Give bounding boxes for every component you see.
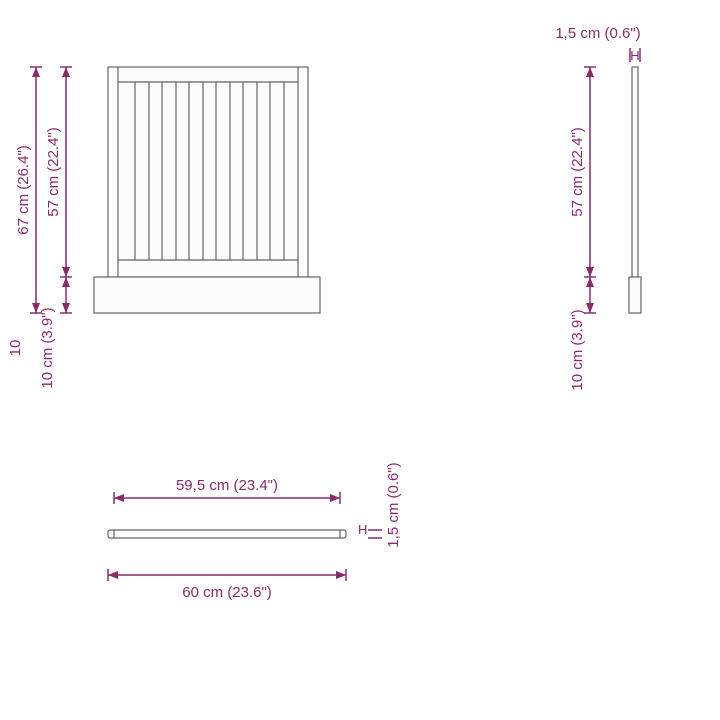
dim-side-upper: 57 cm (22.4") <box>569 127 586 217</box>
svg-text:10: 10 <box>7 340 24 357</box>
top-view <box>108 530 346 538</box>
dim-side-base: 10 cm (3.9") <box>569 309 586 390</box>
dim-side-thickness: 1,5 cm (0.6") <box>555 25 640 42</box>
dim-inner-width: 59,5 cm (23.4") <box>176 477 278 494</box>
dim-base-height: 10 cm (3.9") <box>39 307 56 388</box>
front-dims: 67 cm (26.4") 57 cm (22.4") 10 cm (3.9")… <box>7 67 72 389</box>
side-h-mark: H <box>630 48 639 63</box>
dim-outer-width: 60 cm (23.6") <box>182 584 272 601</box>
side-elevation <box>629 67 641 313</box>
top-h-mark: H <box>358 522 367 537</box>
dim-upper-height: 57 cm (22.4") <box>45 127 62 217</box>
front-elevation <box>94 67 320 313</box>
dim-top-thickness: 1,5 cm (0.6") <box>385 462 402 547</box>
dim-outer-height: 67 cm (26.4") <box>15 145 32 235</box>
side-dims: 1,5 cm (0.6") H 57 cm (22.4") 10 cm (3.9… <box>555 25 640 391</box>
